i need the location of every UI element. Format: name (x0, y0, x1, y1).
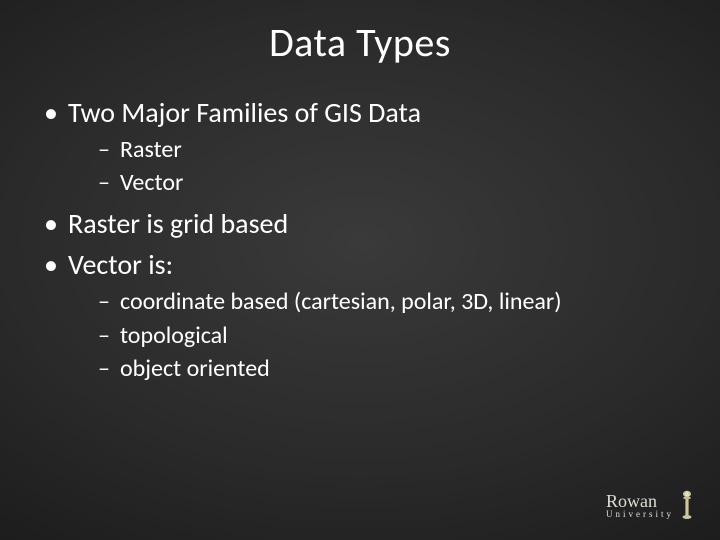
bullet-list-level1: Two Major Families of GIS Data Raster Ve… (34, 95, 686, 384)
footer-logo: Rowan University (606, 490, 694, 522)
torch-icon (680, 490, 694, 522)
sub-bullet-item: Raster (98, 134, 686, 165)
logo-line2: University (606, 510, 674, 519)
bullet-text: Two Major Families of GIS Data (68, 95, 421, 130)
bullet-item: Raster is grid based (42, 206, 686, 241)
slide: Data Types Two Major Families of GIS Dat… (0, 0, 720, 540)
sub-bullet-item: object oriented (98, 353, 686, 384)
sub-bullet-text: Vector (120, 168, 183, 197)
bullet-text: Raster is grid based (68, 206, 288, 241)
sub-bullet-text: topological (120, 321, 228, 350)
sub-bullet-text: Raster (120, 135, 182, 164)
slide-content: Two Major Families of GIS Data Raster Ve… (34, 95, 686, 384)
logo-line1: Rowan (606, 493, 674, 510)
sub-bullet-item: topological (98, 320, 686, 351)
sub-bullet-text: object oriented (120, 354, 270, 383)
logo-text: Rowan University (606, 493, 674, 519)
bullet-text: Vector is: (68, 247, 173, 282)
bullet-item: Vector is: coordinate based (cartesian, … (42, 247, 686, 384)
slide-title: Data Types (34, 18, 686, 67)
bullet-item: Two Major Families of GIS Data Raster Ve… (42, 95, 686, 198)
bullet-list-level2: coordinate based (cartesian, polar, 3D, … (68, 286, 686, 384)
sub-bullet-item: Vector (98, 167, 686, 198)
sub-bullet-text: coordinate based (cartesian, polar, 3D, … (120, 287, 562, 316)
bullet-list-level2: Raster Vector (68, 134, 686, 198)
sub-bullet-item: coordinate based (cartesian, polar, 3D, … (98, 286, 686, 317)
